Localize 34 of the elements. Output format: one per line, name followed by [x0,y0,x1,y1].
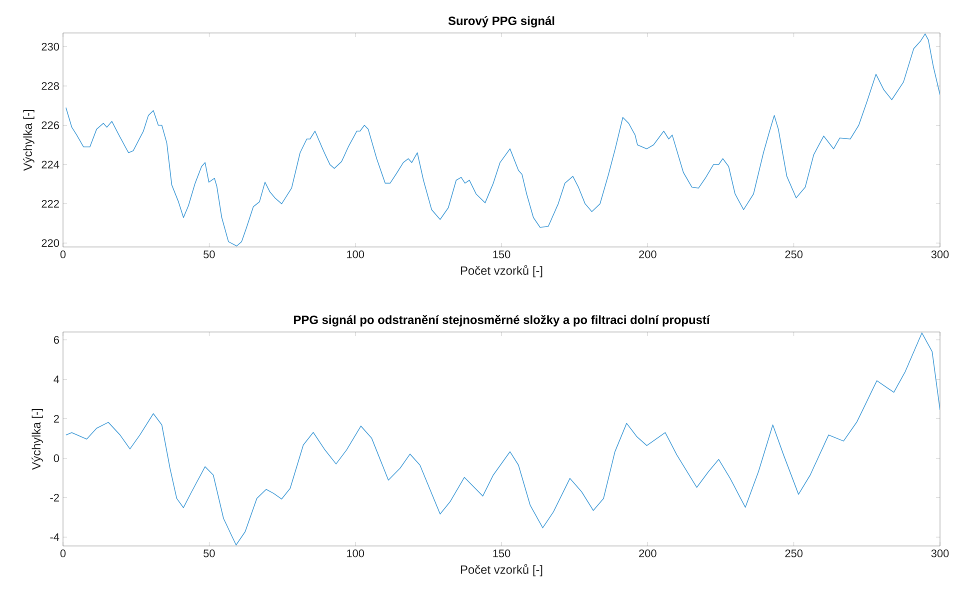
y-tick-label: 2 [54,414,59,423]
x-axis-title: Počet vzorků [-] [460,564,542,576]
y-axis-title: Výchylka [-] [32,408,43,470]
y-tick-label: 6 [54,336,60,344]
y-tick-label: 224 [42,160,60,168]
x-tick-label: 100 [347,250,364,258]
x-tick-label: 250 [785,250,803,258]
y-tick-label: 0 [54,454,60,462]
x-tick-label: 50 [204,250,215,258]
x-tick-label: 300 [931,550,949,558]
line-series [66,332,940,546]
x-tick-label: 100 [347,550,364,558]
y-tick-label: 230 [42,42,60,51]
chart-title: PPG signál po odstranění stejnosměrné složky a po filtraci dolní propustí [294,315,710,326]
y-tick-label: 226 [42,121,59,130]
x-tick-label: 150 [493,250,510,258]
x-tick-label: 0 [60,550,66,558]
x-tick-label: 200 [639,250,656,258]
y-axis-title: Výchylka [-] [23,110,34,171]
line-series [66,34,940,246]
y-tick-label: 222 [42,200,59,208]
y-tick-label: 228 [42,82,59,90]
x-axis-title: Počet vzorků [-] [460,265,542,278]
y-tick-label: 220 [42,239,60,247]
chart-title: Surový PPG signál [448,16,554,28]
x-tick-label: 150 [493,550,510,558]
x-tick-label: 300 [931,250,949,258]
x-tick-label: 50 [204,550,215,558]
x-tick-label: 200 [639,550,656,558]
y-tick-label: -4 [50,533,60,541]
x-tick-label: 250 [785,550,803,558]
y-tick-label: -2 [50,494,59,502]
y-tick-label: 4 [54,376,60,384]
x-tick-label: 0 [60,250,66,258]
